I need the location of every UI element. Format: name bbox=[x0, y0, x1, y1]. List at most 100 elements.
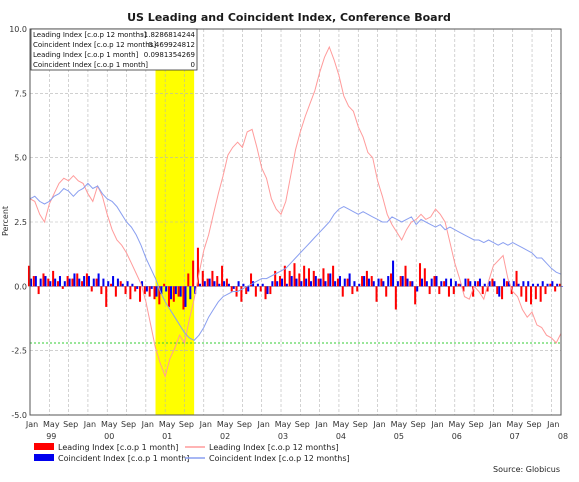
info-row-label: Coincident Index [c.o.p 12 months] bbox=[33, 41, 156, 49]
x-year-label: 05 bbox=[394, 432, 404, 441]
coincident-1m-bar bbox=[532, 283, 535, 287]
leading-1m-bar bbox=[312, 270, 315, 287]
leading-1m-bar bbox=[322, 268, 325, 287]
coincident-1m-bar bbox=[87, 276, 90, 287]
leading-1m-bar bbox=[525, 286, 528, 302]
leading-1m-bar bbox=[114, 286, 117, 297]
coincident-1m-bar bbox=[237, 281, 240, 287]
leading-1m-bar bbox=[293, 263, 296, 287]
x-tick-label: Jan bbox=[430, 420, 443, 429]
info-row-value: 0.0981354269 bbox=[144, 51, 195, 59]
coincident-1m-bar bbox=[92, 278, 95, 287]
leading-1m-bar bbox=[100, 286, 103, 295]
leading-1m-bar bbox=[66, 276, 69, 287]
coincident-1m-bar bbox=[112, 276, 115, 287]
coincident-1m-bar bbox=[281, 278, 284, 287]
x-tick-label: May bbox=[333, 420, 350, 429]
leading-1m-bar bbox=[380, 278, 383, 287]
coincident-1m-bar bbox=[377, 278, 380, 287]
leading-1m-bar bbox=[505, 281, 508, 287]
coincident-1m-bar bbox=[78, 278, 81, 287]
coincident-1m-bar bbox=[353, 281, 356, 287]
leading-1m-bar bbox=[264, 286, 267, 300]
leading-1m-bar bbox=[76, 273, 79, 287]
leading-1m-bar bbox=[56, 281, 59, 287]
leading-1m-bar bbox=[404, 265, 407, 287]
coincident-1m-bar bbox=[131, 283, 134, 287]
coincident-1m-bar bbox=[324, 281, 327, 287]
coincident-1m-bar bbox=[474, 281, 477, 287]
coincident-1m-bar bbox=[416, 286, 419, 292]
leading-1m-bar bbox=[105, 286, 108, 307]
leading-1m-bar bbox=[462, 286, 465, 292]
leading-1m-bar bbox=[250, 273, 253, 287]
coincident-1m-bar bbox=[189, 286, 192, 300]
leading-1m-bar bbox=[423, 268, 426, 287]
y-axis-label: Percent bbox=[1, 206, 10, 236]
coincident-1m-bar bbox=[517, 283, 520, 287]
coincident-1m-bar bbox=[49, 281, 52, 287]
coincident-1m-bar bbox=[449, 278, 453, 287]
leading-1m-bar bbox=[515, 270, 518, 287]
leading-1m-bar bbox=[283, 265, 286, 287]
leading-1m-bar bbox=[138, 286, 142, 302]
x-tick-label: May bbox=[159, 420, 176, 429]
coincident-1m-bar bbox=[145, 286, 148, 292]
leading-1m-bar bbox=[47, 278, 50, 287]
x-tick-label: Jan bbox=[546, 420, 559, 429]
coincident-1m-bar bbox=[469, 281, 472, 287]
leading-1m-bar bbox=[530, 286, 533, 305]
x-year-label: 07 bbox=[510, 432, 520, 441]
coincident-1m-bar bbox=[54, 278, 57, 287]
coincident-1m-bar bbox=[464, 278, 467, 287]
coincident-1m-bar bbox=[483, 283, 486, 287]
leading-1m-bar bbox=[288, 270, 291, 287]
coincident-1m-bar bbox=[160, 286, 163, 295]
leading-1m-bar bbox=[476, 281, 479, 287]
info-row-label: Leading Index [c.o.p 1 month] bbox=[33, 51, 139, 59]
coincident-1m-bar bbox=[319, 278, 322, 287]
x-tick-label: Jan bbox=[25, 420, 38, 429]
leading-1m-bar bbox=[134, 286, 137, 292]
leading-1m-bar bbox=[206, 278, 209, 287]
coincident-1m-bar bbox=[440, 281, 443, 287]
x-year-label: 08 bbox=[558, 432, 568, 441]
leading-1m-bar bbox=[225, 278, 228, 287]
leading-1m-bar bbox=[346, 278, 349, 287]
y-tick-label: -5.0 bbox=[11, 411, 27, 420]
leading-1m-bar bbox=[278, 276, 282, 287]
leading-1m-bar bbox=[95, 278, 98, 287]
coincident-1m-bar bbox=[421, 278, 424, 287]
coincident-1m-bar bbox=[97, 273, 100, 287]
leading-1m-bar bbox=[433, 276, 436, 287]
leading-1m-bar bbox=[549, 283, 552, 287]
leading-1m-bar bbox=[375, 286, 378, 302]
coincident-1m-bar bbox=[184, 286, 187, 307]
leading-1m-bar bbox=[182, 286, 185, 310]
leading-1m-bar bbox=[409, 281, 412, 287]
leading-1m-bar bbox=[71, 278, 74, 287]
x-tick-label: May bbox=[275, 420, 292, 429]
x-tick-label: May bbox=[506, 420, 523, 429]
y-tick-label: 0.0 bbox=[14, 282, 27, 291]
x-year-label: 04 bbox=[336, 432, 346, 441]
y-tick-label: 2.5 bbox=[14, 218, 27, 227]
leading-1m-bar bbox=[201, 270, 204, 287]
coincident-1m-bar bbox=[507, 281, 510, 287]
coincident-1m-bar bbox=[213, 281, 216, 287]
coincident-1m-bar bbox=[488, 281, 491, 287]
legend-swatch-bar bbox=[34, 443, 54, 450]
info-box-frame bbox=[30, 28, 198, 71]
x-tick-label: Jan bbox=[83, 420, 96, 429]
chart-title: US Leading and Coincident Index, Confere… bbox=[127, 11, 451, 24]
leading-1m-bar bbox=[554, 286, 557, 292]
legend-label: Coincident Index [c.o.p 12 months] bbox=[209, 454, 350, 463]
leading-1m-bar bbox=[452, 286, 455, 295]
x-year-label: 06 bbox=[452, 432, 462, 441]
coincident-1m-bar bbox=[136, 286, 139, 289]
leading-1m-bar bbox=[124, 286, 127, 295]
x-tick-label: May bbox=[449, 420, 466, 429]
legend-label: Leading Index [c.o.p 12 months] bbox=[209, 443, 339, 452]
leading-1m-bar bbox=[472, 286, 475, 297]
leading-1m-bar bbox=[52, 270, 55, 287]
